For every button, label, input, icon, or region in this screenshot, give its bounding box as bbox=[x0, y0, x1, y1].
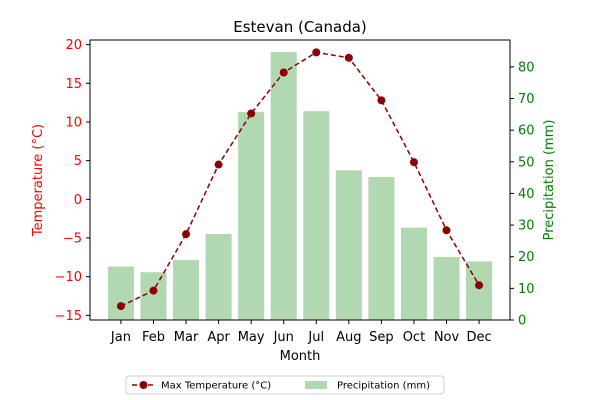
precipitation-bar bbox=[303, 111, 330, 321]
x-tick-label: Feb bbox=[142, 330, 165, 345]
temperature-point bbox=[279, 68, 288, 77]
x-tick-label: Mar bbox=[174, 330, 199, 345]
left-tick-label: −15 bbox=[55, 309, 82, 324]
left-tick-label: 15 bbox=[65, 77, 82, 92]
right-tick-label: 20 bbox=[518, 250, 535, 265]
precipitation-bar bbox=[433, 257, 460, 320]
x-tick-label: Sep bbox=[369, 330, 394, 345]
right-tick-label: 0 bbox=[518, 314, 526, 329]
temperature-point bbox=[247, 109, 256, 118]
temperature-point bbox=[182, 230, 191, 239]
legend-label-precipitation: Precipitation (mm) bbox=[337, 381, 430, 392]
right-tick-label: 80 bbox=[518, 60, 535, 75]
x-axis: Jan Feb Mar Apr May Jun Jul Aug Sep Oct Nov Dec bbox=[110, 320, 492, 345]
precipitation-bars bbox=[107, 52, 493, 321]
x-tick-label: Aug bbox=[336, 330, 361, 345]
temperature-point bbox=[149, 286, 158, 295]
x-tick-label: Jun bbox=[273, 330, 294, 345]
x-tick-label: May bbox=[238, 330, 265, 345]
temperature-series-line bbox=[120, 51, 480, 307]
precipitation-bar bbox=[335, 170, 362, 320]
temperature-point bbox=[442, 226, 451, 235]
legend-bar-swatch bbox=[305, 381, 327, 389]
x-tick-label: Jan bbox=[110, 330, 131, 345]
left-tick-label: −5 bbox=[63, 232, 82, 247]
left-tick-label: 0 bbox=[74, 193, 82, 208]
precipitation-bar bbox=[238, 112, 265, 320]
left-tick-label: 10 bbox=[65, 115, 82, 130]
left-tick-label: −10 bbox=[55, 270, 82, 285]
x-tick-label: Jul bbox=[307, 330, 324, 345]
temperature-point bbox=[475, 281, 484, 290]
precipitation-bar bbox=[466, 261, 493, 320]
right-tick-label: 40 bbox=[518, 187, 535, 202]
right-tick-label: 60 bbox=[518, 124, 535, 139]
x-tick-label: Oct bbox=[403, 330, 425, 345]
right-tick-label: 70 bbox=[518, 92, 535, 107]
precipitation-bar bbox=[400, 227, 427, 320]
precipitation-bar bbox=[173, 259, 200, 320]
chart-title: Estevan (Canada) bbox=[233, 18, 367, 36]
left-y-axis: −15 −10 −5 0 5 10 15 20 bbox=[55, 38, 90, 324]
x-tick-label: Dec bbox=[466, 330, 491, 345]
legend-label-temperature: Max Temperature (°C) bbox=[161, 381, 271, 392]
legend-frame bbox=[125, 375, 445, 395]
temperature-point bbox=[377, 96, 386, 105]
right-y-axis-label: Precipitation (mm) bbox=[542, 120, 557, 241]
precipitation-bar bbox=[270, 52, 297, 321]
temperature-point bbox=[116, 302, 125, 311]
legend: Max Temperature (°C) Precipitation (mm) bbox=[125, 375, 445, 395]
x-tick-label: Apr bbox=[207, 330, 230, 345]
legend-marker-swatch bbox=[139, 381, 148, 389]
precipitation-bar bbox=[205, 233, 232, 320]
x-tick-label: Nov bbox=[434, 330, 460, 345]
temperature-point bbox=[312, 48, 321, 57]
left-tick-label: 5 bbox=[74, 154, 82, 169]
right-tick-label: 30 bbox=[518, 219, 535, 234]
precipitation-bar bbox=[107, 266, 134, 320]
left-y-axis-label: Temperature (°C) bbox=[31, 124, 46, 237]
plot-frame bbox=[89, 39, 511, 321]
x-axis-label: Month bbox=[280, 349, 321, 364]
precipitation-bar bbox=[368, 176, 395, 320]
left-tick-label: 20 bbox=[65, 38, 82, 53]
right-tick-label: 50 bbox=[518, 155, 535, 170]
precipitation-bar bbox=[140, 272, 167, 320]
temperature-line bbox=[116, 48, 484, 311]
temperature-point bbox=[344, 53, 353, 62]
temperature-point bbox=[214, 160, 223, 169]
right-tick-label: 10 bbox=[518, 282, 535, 297]
temperature-point bbox=[409, 158, 418, 167]
right-y-axis: 0 10 20 30 40 50 60 70 80 bbox=[510, 60, 535, 329]
